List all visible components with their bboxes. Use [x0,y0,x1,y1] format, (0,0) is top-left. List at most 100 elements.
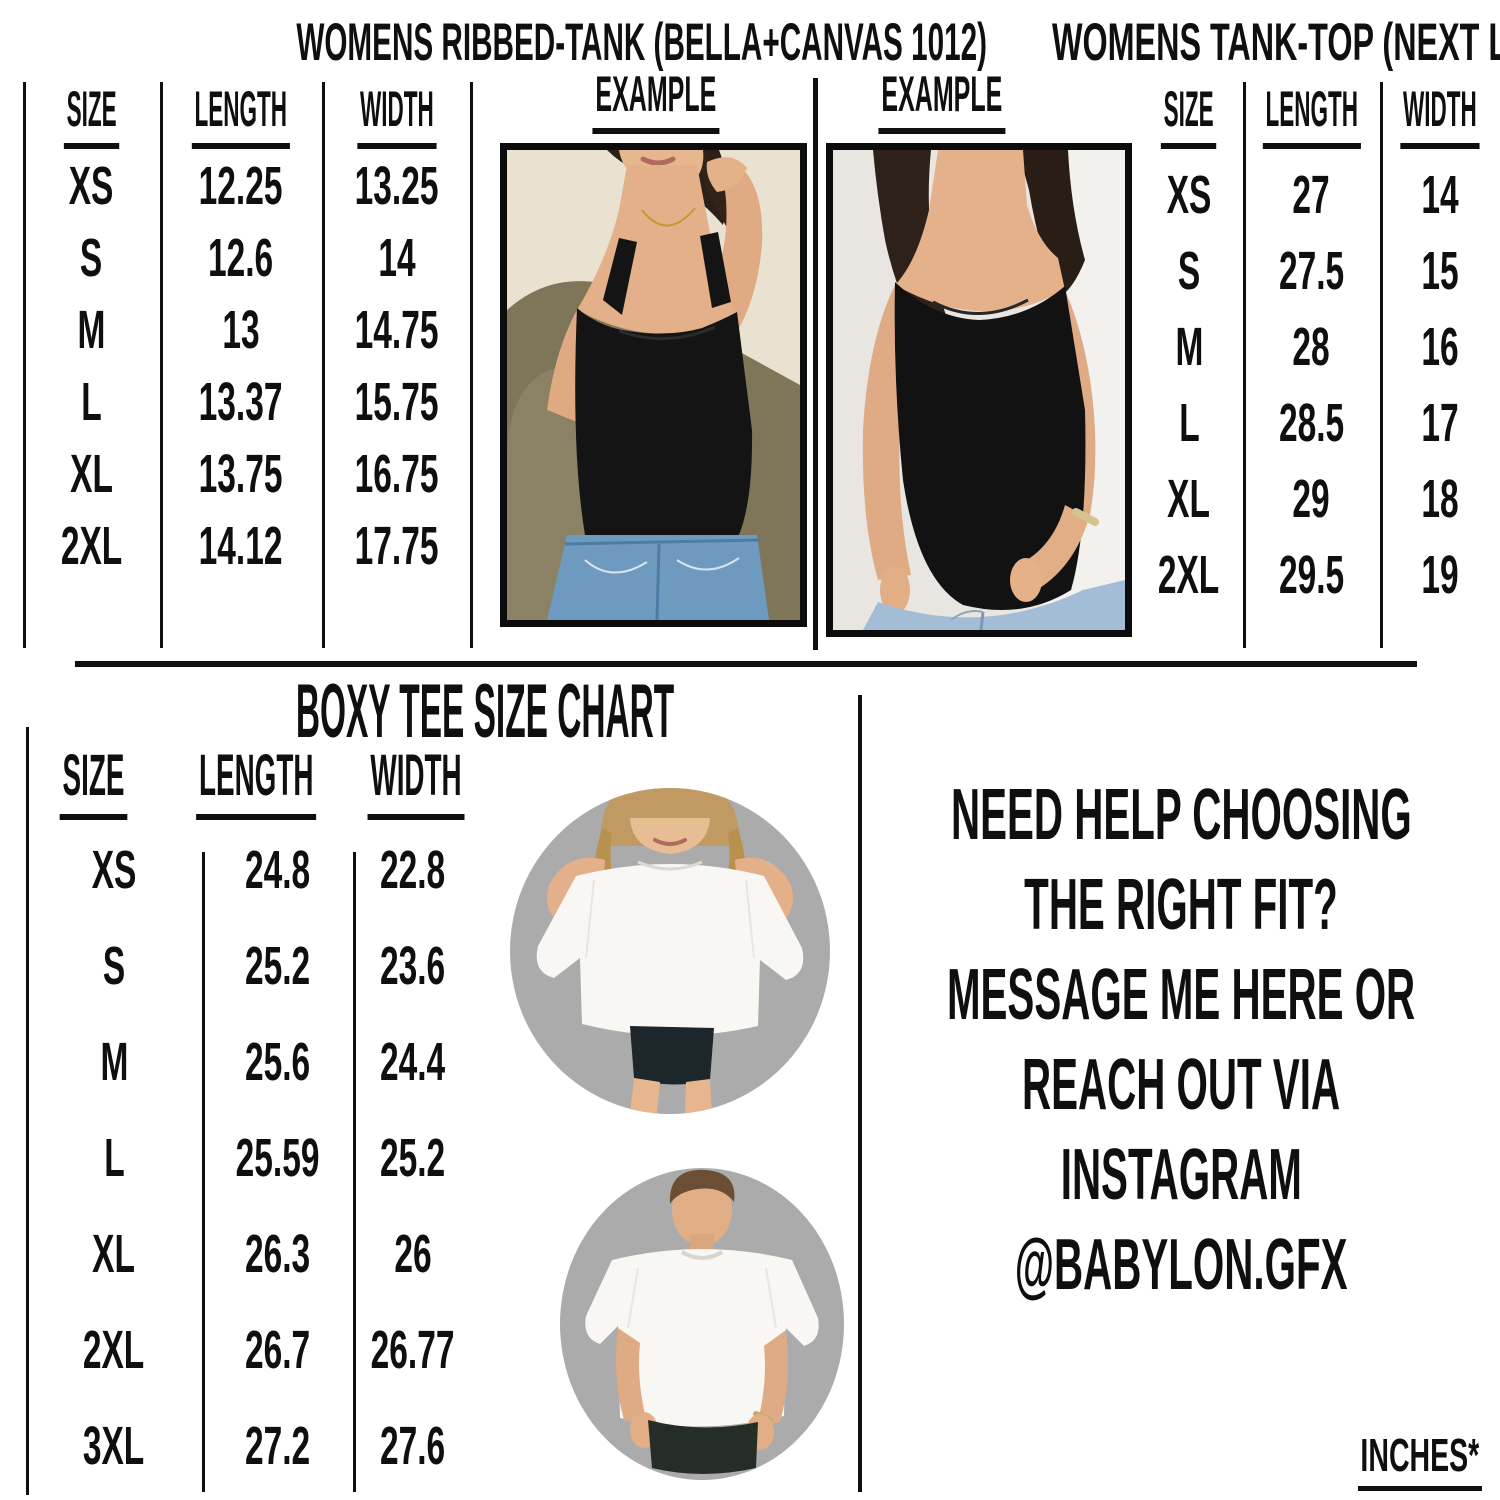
ribbed-table-divider-3 [470,82,473,648]
ribbed-table-left-border [23,82,26,648]
boxy-table-left-border [26,727,29,1495]
cell-size: L [81,372,102,432]
cell-width: 16 [1421,317,1459,377]
cell-length: 25.6 [244,1032,311,1092]
cell-length: 29.5 [1278,545,1345,605]
cell-width: 24.4 [380,1032,446,1092]
cell-width: 26 [394,1224,432,1284]
ribbed-header-length: LENGTH [160,80,322,149]
tank-top-title: WOMENS TANK-TOP (NEXT LEVEL 1533) [1051,13,1500,72]
cell-size: 2XL [83,1320,145,1380]
cell-length: 26.3 [244,1224,311,1284]
cell-size: S [102,936,126,996]
tank-header-size: SIZE [1135,80,1243,149]
cell-size: XS [1166,165,1212,225]
ribbed-header-width: WIDTH [322,80,472,149]
cell-length: 27.2 [244,1416,311,1476]
tank-header-width: WIDTH [1380,80,1500,149]
cell-length: 25.59 [235,1128,320,1188]
cell-size: XL [70,444,113,504]
cell-size: XS [91,840,137,900]
cell-length: 13.37 [199,372,283,432]
cell-width: 26.77 [371,1320,455,1380]
cell-width: 17.75 [355,516,439,576]
cell-length: 27.5 [1278,241,1345,301]
tank-table-body: XS 27 14 S 27.5 15 M 28 16 L 28.5 17 XL … [1135,157,1500,613]
cell-width: 25.2 [380,1128,446,1188]
help-line: THE RIGHT FIT? [1024,865,1338,945]
ribbed-table-divider-2 [322,82,325,648]
tank-top-example-photo [826,143,1132,637]
cell-width: 22.8 [380,840,446,900]
cell-length: 13.75 [199,444,283,504]
cell-width: 16.75 [355,444,439,504]
cell-length: 25.2 [244,936,311,996]
ribbed-example-label: EXAMPLE [505,66,807,134]
cell-width: 14 [378,228,416,288]
ribbed-table-body: XS 12.25 13.25 S 12.6 14 M 13 14.75 L 13… [23,150,472,582]
help-line: MESSAGE ME HERE OR [946,955,1416,1035]
cell-size: M [100,1032,128,1092]
cell-length: 12.6 [208,228,274,288]
cell-length: 29 [1292,469,1331,529]
ribbed-table-divider-1 [160,82,163,648]
help-line: NEED HELP CHOOSING [950,775,1412,855]
cell-size: S [80,228,103,288]
cell-width: 23.6 [380,936,446,996]
boxy-header-width: WIDTH [346,743,486,820]
cell-width: 27.6 [380,1416,446,1476]
tank-header-length: LENGTH [1243,80,1380,149]
cell-length: 27 [1292,165,1331,225]
cell-size: M [77,300,106,360]
cell-size: S [1177,241,1201,301]
ribbed-tank-title: WOMENS RIBBED-TANK (BELLA+CANVAS 1012) [296,13,987,72]
tank-table-divider-2 [1380,82,1383,648]
cell-length: 28 [1292,317,1331,377]
cell-length: 12.25 [199,156,283,216]
help-line: INSTAGRAM [1060,1135,1302,1215]
cell-size: L [103,1128,125,1188]
cell-size: XL [1167,469,1211,529]
cell-width: 18 [1421,469,1459,529]
boxy-table-divider-1 [202,852,205,1492]
cell-size: L [1178,393,1200,453]
ribbed-table-header: SIZE LENGTH WIDTH [23,80,472,149]
cell-width: 15 [1421,241,1459,301]
cell-size: 3XL [83,1416,145,1476]
cell-length: 24.8 [244,840,311,900]
cell-size: M [1175,317,1203,377]
section-horizontal-divider [75,661,1417,667]
cell-width: 17 [1421,393,1459,453]
bottom-section-divider [858,695,862,1492]
tank-table-divider-1 [1243,82,1246,648]
cell-size: XS [69,156,114,216]
ribbed-header-size: SIZE [23,80,160,149]
help-line instagram-handle: @BABYLON.GFX [1014,1225,1348,1305]
cell-width: 13.25 [355,156,439,216]
tank-example-label: EXAMPLE [792,66,1092,134]
ribbed-tank-illustration [507,150,800,620]
cell-length: 28.5 [1278,393,1345,453]
tank-top-illustration [833,150,1125,630]
boxy-title: BOXY TEE SIZE CHART [295,669,675,754]
cell-width: 14 [1421,165,1459,225]
help-line: REACH OUT VIA [1021,1045,1341,1125]
cell-width: 19 [1421,545,1459,605]
ribbed-tank-example-photo [500,143,807,627]
top-section-divider [813,78,818,650]
cell-size: 2XL [60,516,123,576]
boxy-tee-example-photo-front [510,788,830,1114]
boxy-table-divider-2 [353,852,356,1492]
tank-table-header: SIZE LENGTH WIDTH [1135,80,1500,149]
cell-width: 14.75 [355,300,439,360]
help-text-block: NEED HELP CHOOSING THE RIGHT FIT? MESSAG… [862,770,1500,1310]
cell-width: 15.75 [355,372,439,432]
units-note: INCHES* [1320,1428,1500,1491]
cell-length: 14.12 [199,516,283,576]
boxy-tee-illustration-2 [560,1168,844,1480]
cell-size: XL [92,1224,136,1284]
cell-length: 26.7 [244,1320,311,1380]
boxy-table-body: XS 24.8 22.8 S 25.2 23.6 M 25.6 24.4 L 2… [26,822,473,1494]
boxy-header-length: LENGTH [186,743,326,820]
